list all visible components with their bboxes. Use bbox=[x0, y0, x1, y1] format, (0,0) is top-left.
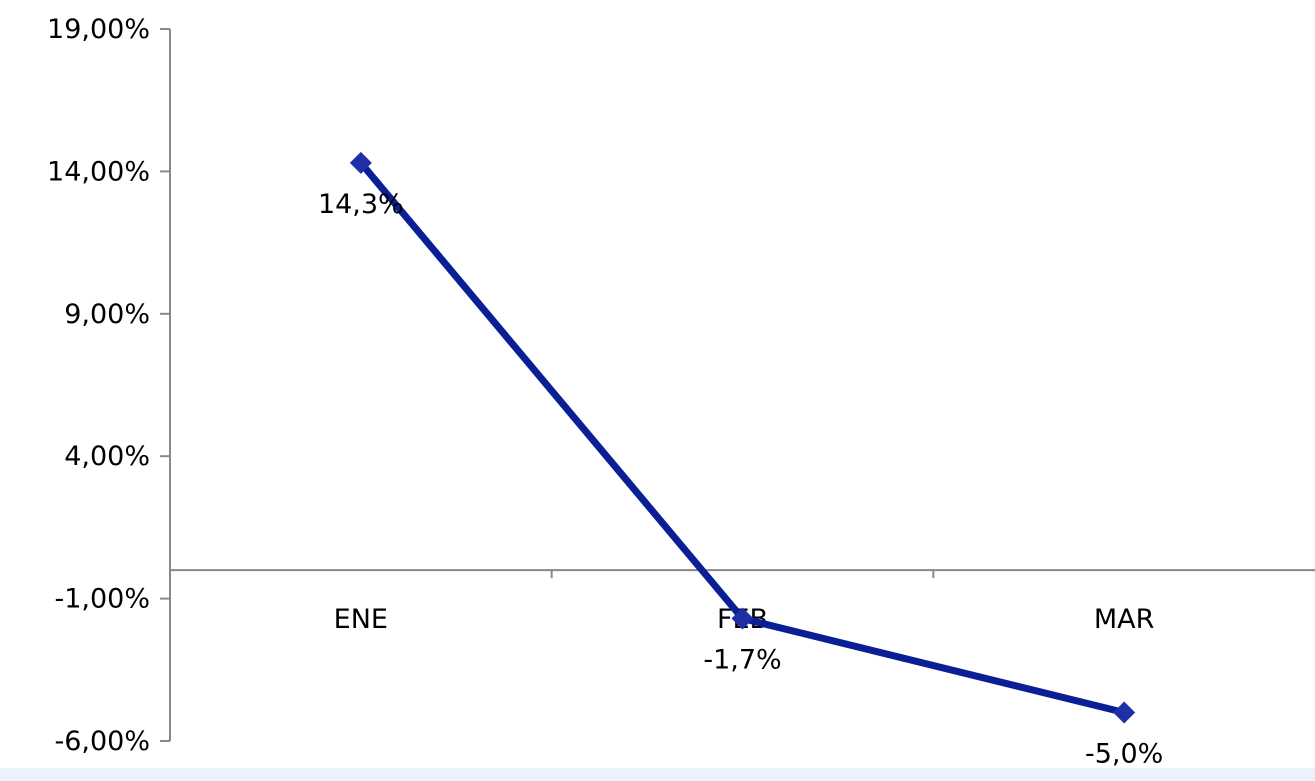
y-tick-label: 19,00% bbox=[47, 14, 150, 45]
y-tick-label: 14,00% bbox=[47, 156, 150, 187]
bottom-background-strip bbox=[0, 768, 1315, 781]
x-category-label: MAR bbox=[1094, 604, 1155, 635]
data-point-marker bbox=[1113, 701, 1136, 724]
data-point-marker bbox=[349, 151, 372, 174]
y-tick-label: 4,00% bbox=[64, 441, 150, 472]
data-label: 14,3% bbox=[318, 189, 404, 220]
y-tick-label: 9,00% bbox=[64, 299, 150, 330]
data-label: -1,7% bbox=[703, 645, 781, 676]
x-category-label: ENE bbox=[334, 604, 388, 635]
y-tick-label: -1,00% bbox=[54, 584, 150, 615]
data-label: -5,0% bbox=[1085, 739, 1163, 770]
data-point-marker bbox=[731, 607, 754, 630]
y-tick-label: -6,00% bbox=[54, 726, 150, 757]
